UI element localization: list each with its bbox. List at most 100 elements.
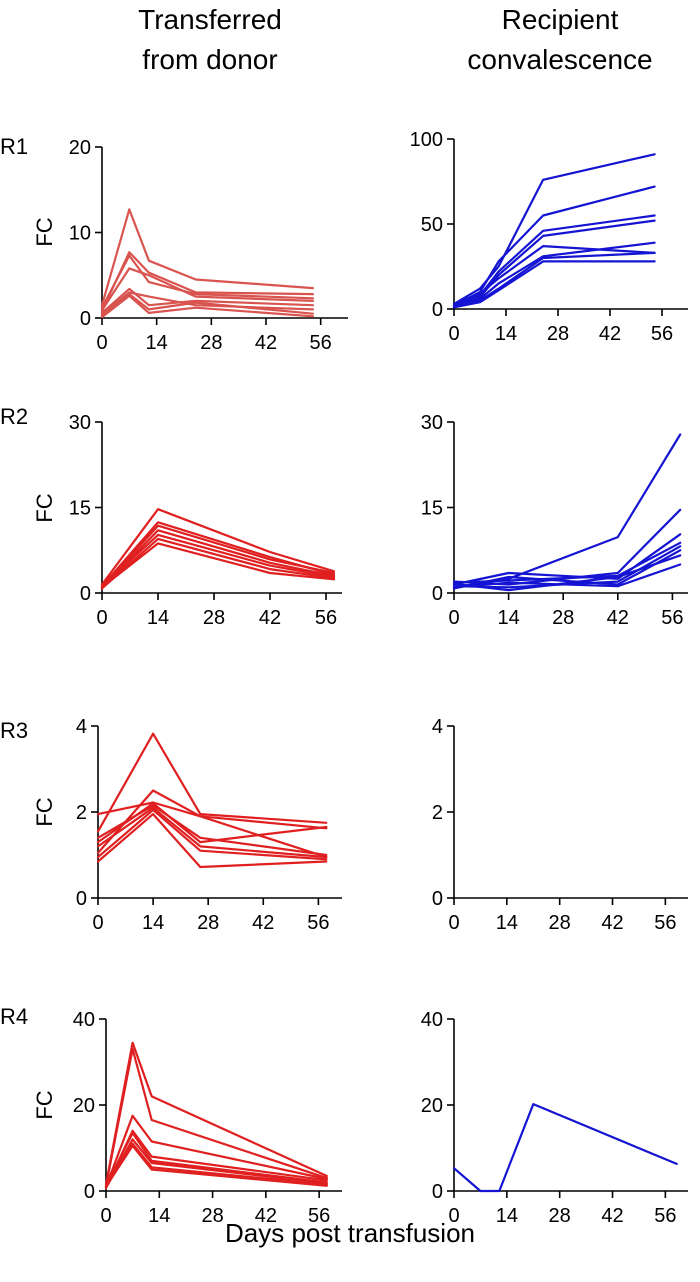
panel-R4-right: 0 20 40 0 14 28 42 56 [421, 1009, 688, 1227]
x-tick-label: 56 [661, 607, 683, 629]
series-line-5 [452, 245, 656, 305]
row-label: R3 [0, 718, 28, 743]
x-tick-label: 28 [552, 607, 574, 629]
x-tick-label: 28 [203, 607, 225, 629]
y-tick-label: 0 [432, 299, 443, 321]
series-line-8 [100, 294, 314, 319]
series-line-1 [100, 508, 336, 586]
panel-R1-right: 0 50 100 0 14 28 42 56 [410, 129, 688, 345]
y-tick-label: 0 [432, 1181, 443, 1203]
row-label: R2 [0, 404, 28, 429]
x-tick-label: 56 [654, 912, 676, 934]
y-tick-label: 40 [421, 1009, 443, 1031]
x-tick-label: 14 [147, 607, 169, 629]
panel-R2-left: 0 15 30 0 14 28 42 56 R2 FC [0, 404, 342, 629]
series-line-5 [100, 533, 336, 588]
x-tick-label: 28 [549, 912, 571, 934]
x-tick-label: 42 [255, 1205, 277, 1227]
y-tick-label: 100 [410, 129, 443, 151]
x-tick-label: 14 [496, 912, 518, 934]
y-tick-label: 0 [432, 583, 443, 605]
x-tick-label: 56 [307, 912, 329, 934]
series-line-6 [100, 537, 336, 590]
x-tick-label: 42 [599, 323, 621, 345]
x-tick-label: 42 [601, 1205, 623, 1227]
y-axis-label: FC [32, 493, 57, 522]
x-tick-label: 56 [651, 323, 673, 345]
y-tick-label: 40 [73, 1009, 95, 1031]
series-line-3 [100, 524, 336, 589]
series-line-6 [452, 549, 682, 590]
x-tick-label: 0 [96, 332, 107, 354]
y-tick-label: 30 [69, 412, 91, 434]
series-line-7 [100, 293, 314, 318]
y-tick-label: 0 [84, 1181, 95, 1203]
series-line-6 [452, 241, 656, 307]
x-tick-label: 42 [255, 332, 277, 354]
x-tick-label: 42 [259, 607, 281, 629]
y-tick-label: 0 [80, 583, 91, 605]
right-column-title-line2: convalescence [467, 44, 653, 75]
series-line-7 [96, 808, 328, 861]
series-line-8 [104, 1144, 328, 1188]
x-tick-label: 14 [148, 1205, 170, 1227]
y-axis-label: FC [32, 217, 57, 246]
panel-R3-right: 0 2 4 0 14 28 42 56 [432, 716, 688, 934]
x-tick-label: 0 [448, 323, 459, 345]
series-line-1 [96, 732, 328, 833]
series-line-8 [452, 260, 656, 309]
y-tick-label: 30 [421, 412, 443, 434]
x-tick-label: 14 [142, 912, 164, 934]
x-tick-label: 0 [448, 912, 459, 934]
series-line-3 [452, 533, 682, 586]
series-line-5 [96, 804, 328, 857]
x-tick-label: 0 [448, 607, 459, 629]
y-tick-label: 0 [80, 308, 91, 330]
series-line-3 [104, 1114, 328, 1188]
y-tick-label: 2 [76, 802, 87, 824]
x-tick-label: 42 [601, 912, 623, 934]
series-line-4 [100, 529, 336, 590]
row-label: R1 [0, 134, 28, 159]
x-tick-label: 28 [201, 1205, 223, 1227]
series-line-2 [96, 801, 328, 859]
series-line-5 [104, 1131, 328, 1188]
y-tick-label: 50 [421, 214, 443, 236]
x-tick-label: 56 [315, 607, 337, 629]
x-tick-label: 56 [654, 1205, 676, 1227]
series-line-8 [96, 812, 328, 869]
series-line-1 [452, 1102, 678, 1193]
y-tick-label: 20 [73, 1095, 95, 1117]
left-column-title-line1: Transferred [138, 4, 282, 35]
x-tick-label: 14 [497, 607, 519, 629]
x-tick-label: 0 [100, 1205, 111, 1227]
x-tick-label: 28 [197, 912, 219, 934]
series-line-7 [452, 251, 656, 309]
x-tick-label: 14 [146, 332, 168, 354]
x-tick-label: 42 [607, 607, 629, 629]
series-line-6 [96, 806, 328, 859]
y-tick-label: 15 [421, 498, 443, 520]
y-tick-label: 0 [76, 888, 87, 910]
panel-R2-right: 0 15 30 0 14 28 42 56 [421, 412, 688, 629]
series-line-3 [100, 254, 314, 309]
y-tick-label: 0 [432, 888, 443, 910]
y-tick-label: 4 [76, 716, 87, 738]
series-line-2 [452, 508, 682, 586]
y-tick-label: 4 [432, 716, 443, 738]
y-tick-label: 2 [432, 802, 443, 824]
x-tick-label: 56 [310, 332, 332, 354]
x-tick-label: 28 [200, 332, 222, 354]
x-tick-label: 0 [92, 912, 103, 934]
series-line-5 [100, 287, 314, 314]
y-tick-label: 20 [69, 137, 91, 159]
y-tick-label: 15 [69, 498, 91, 520]
series-line-7 [100, 542, 336, 589]
y-tick-label: 10 [69, 223, 91, 245]
series-line-2 [104, 1047, 328, 1187]
x-axis-title: Days post transfusion [224, 1218, 475, 1248]
row-label: R4 [0, 1004, 28, 1029]
x-tick-label: 28 [549, 1205, 571, 1227]
series-line-1 [452, 153, 656, 305]
